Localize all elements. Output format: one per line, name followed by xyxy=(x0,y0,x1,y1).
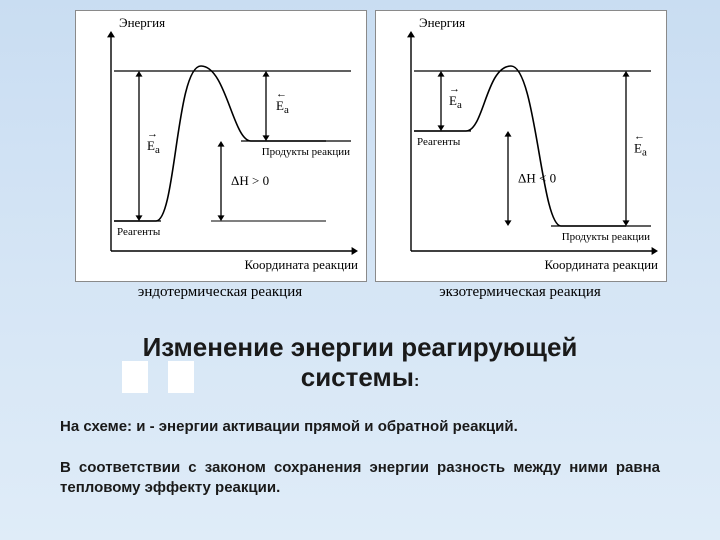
endothermic-caption: эндотермическая реакция xyxy=(75,284,365,301)
svg-text:Энергия: Энергия xyxy=(119,15,165,30)
svg-text:Координата реакции: Координата реакции xyxy=(544,257,658,272)
svg-text:Ea: Ea xyxy=(449,93,462,111)
svg-text:→: → xyxy=(147,128,158,140)
body-paragraph-conservation: В соответствии с законом сохранения энер… xyxy=(60,458,660,499)
endothermic-diagram-panel: Энергия Координата реакции Реагенты Продукт… xyxy=(75,10,367,282)
body-line-scheme: На схеме: и - энергии активации прямой и… xyxy=(60,418,660,435)
placeholder-square-1 xyxy=(122,361,148,393)
heading-line1: Изменение энергии реагирующей xyxy=(0,332,720,363)
svg-text:Ea: Ea xyxy=(276,98,289,116)
svg-text:ΔH < 0: ΔH < 0 xyxy=(518,171,556,186)
heading-line2-word: системы xyxy=(301,362,414,392)
svg-text:Продукты реакции: Продукты реакции xyxy=(562,231,650,243)
svg-text:Координата реакции: Координата реакции xyxy=(244,257,358,272)
svg-text:Ea: Ea xyxy=(147,138,160,156)
exothermic-caption: экзотермическая реакция xyxy=(375,284,665,301)
svg-text:Продукты реакции: Продукты реакции xyxy=(262,146,350,158)
svg-text:Реагенты: Реагенты xyxy=(117,226,161,238)
svg-text:Энергия: Энергия xyxy=(419,15,465,30)
exothermic-energy-diagram: Энергия Координата реакции Реагенты Продукт… xyxy=(376,11,666,281)
endothermic-energy-diagram: Энергия Координата реакции Реагенты Продукт… xyxy=(76,11,366,281)
svg-text:Ea: Ea xyxy=(634,141,647,159)
heading-line2: системы: xyxy=(0,362,720,393)
placeholder-square-2 xyxy=(168,361,194,393)
svg-text:←: ← xyxy=(634,131,645,143)
exothermic-diagram-panel: Энергия Координата реакции Реагенты Продукт… xyxy=(375,10,667,282)
svg-text:←: ← xyxy=(276,88,287,100)
svg-text:→: → xyxy=(449,83,460,95)
slide: Энергия Координата реакции Реагенты Продукт… xyxy=(0,0,720,540)
svg-text:ΔH > 0: ΔH > 0 xyxy=(231,173,269,188)
heading-colon: : xyxy=(414,373,419,390)
svg-text:Реагенты: Реагенты xyxy=(417,136,461,148)
